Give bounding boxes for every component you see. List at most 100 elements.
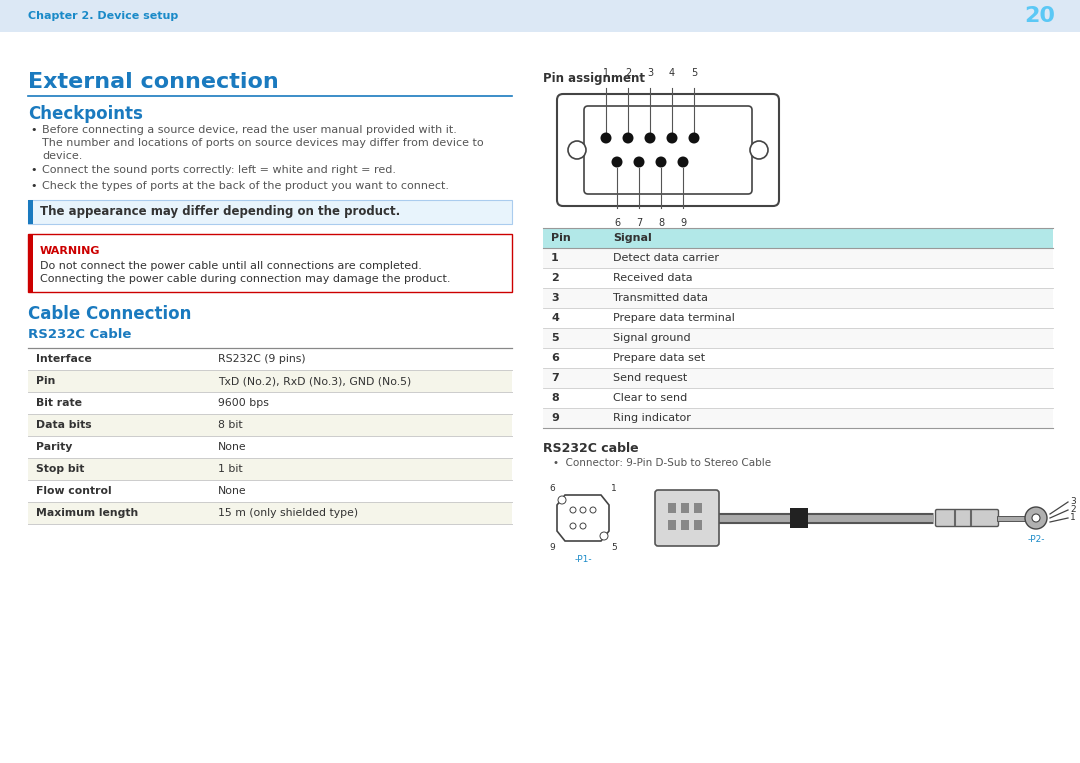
Bar bbox=[997, 516, 1025, 520]
Text: None: None bbox=[218, 486, 246, 496]
Text: Transmitted data: Transmitted data bbox=[613, 293, 708, 303]
Bar bbox=[28, 502, 512, 524]
Circle shape bbox=[600, 133, 611, 143]
Text: 1: 1 bbox=[603, 68, 609, 78]
Circle shape bbox=[590, 507, 596, 513]
Circle shape bbox=[656, 156, 666, 168]
Circle shape bbox=[580, 507, 586, 513]
Text: Parity: Parity bbox=[36, 442, 72, 452]
Text: Interface: Interface bbox=[36, 354, 92, 364]
Text: 9: 9 bbox=[680, 218, 686, 228]
Bar bbox=[543, 348, 1053, 368]
Bar bbox=[28, 436, 512, 458]
Circle shape bbox=[558, 496, 566, 504]
Text: 3: 3 bbox=[1070, 497, 1076, 507]
Circle shape bbox=[634, 156, 645, 168]
Text: •: • bbox=[30, 181, 37, 191]
Text: The number and locations of ports on source devices may differ from device to: The number and locations of ports on sou… bbox=[42, 138, 484, 148]
Circle shape bbox=[677, 156, 689, 168]
Text: •  Connector: 9-Pin D-Sub to Stereo Cable: • Connector: 9-Pin D-Sub to Stereo Cable bbox=[553, 458, 771, 468]
Bar bbox=[543, 268, 1053, 288]
Text: Checkpoints: Checkpoints bbox=[28, 105, 143, 123]
Bar bbox=[543, 368, 1053, 388]
Text: 3: 3 bbox=[551, 293, 558, 303]
Text: 6: 6 bbox=[551, 353, 558, 363]
FancyBboxPatch shape bbox=[584, 106, 752, 194]
Text: Signal: Signal bbox=[613, 233, 651, 243]
Circle shape bbox=[645, 133, 656, 143]
Text: device.: device. bbox=[42, 151, 82, 161]
Bar bbox=[681, 503, 689, 513]
Circle shape bbox=[1025, 507, 1047, 529]
Bar bbox=[694, 520, 702, 530]
Text: 15 m (only shielded type): 15 m (only shielded type) bbox=[218, 508, 359, 518]
Text: 6: 6 bbox=[550, 484, 555, 493]
Text: Bit rate: Bit rate bbox=[36, 398, 82, 408]
Bar bbox=[28, 414, 512, 436]
Text: RS232C (9 pins): RS232C (9 pins) bbox=[218, 354, 306, 364]
Text: •: • bbox=[30, 125, 37, 135]
Bar bbox=[28, 234, 33, 292]
FancyBboxPatch shape bbox=[935, 510, 999, 526]
Circle shape bbox=[666, 133, 677, 143]
Text: 4: 4 bbox=[551, 313, 558, 323]
Text: 2: 2 bbox=[551, 273, 558, 283]
Text: 5: 5 bbox=[611, 543, 617, 552]
Bar bbox=[28, 200, 33, 224]
Text: 3: 3 bbox=[647, 68, 653, 78]
Text: 1: 1 bbox=[1070, 513, 1076, 523]
Bar bbox=[543, 288, 1053, 308]
Circle shape bbox=[689, 133, 700, 143]
Text: -P1-: -P1- bbox=[575, 555, 592, 564]
Text: 1: 1 bbox=[551, 253, 558, 263]
Text: RS232C Cable: RS232C Cable bbox=[28, 328, 132, 341]
Circle shape bbox=[570, 507, 576, 513]
Bar bbox=[543, 328, 1053, 348]
Bar bbox=[28, 200, 512, 224]
Text: 9: 9 bbox=[551, 413, 558, 423]
Text: Maximum length: Maximum length bbox=[36, 508, 138, 518]
Circle shape bbox=[611, 156, 622, 168]
Text: Prepare data set: Prepare data set bbox=[613, 353, 705, 363]
Text: External connection: External connection bbox=[28, 72, 279, 92]
Circle shape bbox=[568, 141, 586, 159]
Text: 2: 2 bbox=[625, 68, 631, 78]
Text: Do not connect the power cable until all connections are completed.: Do not connect the power cable until all… bbox=[40, 261, 422, 271]
Text: Received data: Received data bbox=[613, 273, 692, 283]
Text: Stop bit: Stop bit bbox=[36, 464, 84, 474]
Bar bbox=[28, 392, 512, 414]
Text: Detect data carrier: Detect data carrier bbox=[613, 253, 719, 263]
Polygon shape bbox=[557, 495, 609, 541]
Text: •: • bbox=[30, 165, 37, 175]
Text: Pin assignment: Pin assignment bbox=[543, 72, 645, 85]
Text: Ring indicator: Ring indicator bbox=[613, 413, 691, 423]
Text: Connecting the power cable during connection may damage the product.: Connecting the power cable during connec… bbox=[40, 274, 450, 284]
Bar bbox=[0, 0, 1080, 32]
Text: 9: 9 bbox=[550, 543, 555, 552]
Circle shape bbox=[600, 532, 608, 540]
Text: Pin: Pin bbox=[551, 233, 570, 243]
Circle shape bbox=[1032, 514, 1040, 522]
Bar bbox=[543, 388, 1053, 408]
Text: 9600 bps: 9600 bps bbox=[218, 398, 269, 408]
Text: -P2-: -P2- bbox=[1027, 535, 1044, 544]
Bar bbox=[28, 234, 512, 292]
Text: Send request: Send request bbox=[613, 373, 687, 383]
Bar bbox=[28, 370, 512, 392]
Bar bbox=[669, 503, 676, 513]
Bar bbox=[28, 458, 512, 480]
Circle shape bbox=[580, 523, 586, 529]
Bar bbox=[681, 520, 689, 530]
Text: Check the types of ports at the back of the product you want to connect.: Check the types of ports at the back of … bbox=[42, 181, 449, 191]
Text: Chapter 2. Device setup: Chapter 2. Device setup bbox=[28, 11, 178, 21]
Text: Pin: Pin bbox=[36, 376, 55, 386]
Bar bbox=[789, 508, 808, 528]
FancyBboxPatch shape bbox=[654, 490, 719, 546]
Text: None: None bbox=[218, 442, 246, 452]
Bar bbox=[543, 248, 1053, 268]
Text: 5: 5 bbox=[551, 333, 558, 343]
Text: 1: 1 bbox=[611, 484, 617, 493]
Text: RS232C cable: RS232C cable bbox=[543, 442, 638, 455]
Text: Cable Connection: Cable Connection bbox=[28, 305, 191, 323]
Text: The appearance may differ depending on the product.: The appearance may differ depending on t… bbox=[40, 205, 401, 218]
